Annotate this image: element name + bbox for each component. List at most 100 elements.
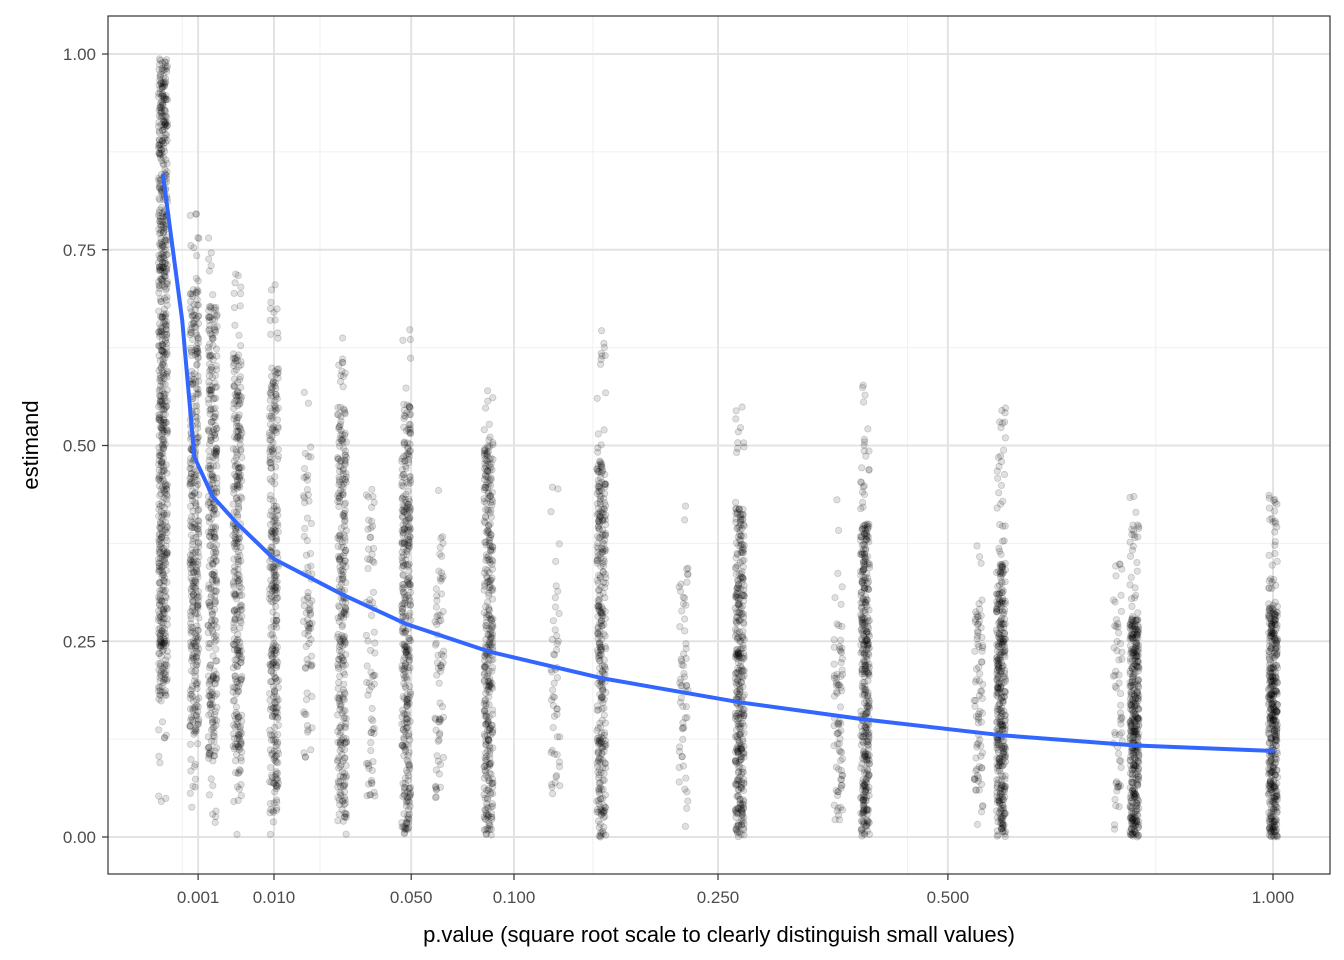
data-point — [436, 718, 444, 726]
data-point — [163, 550, 171, 558]
data-point — [403, 500, 412, 508]
data-point — [160, 254, 168, 262]
data-point — [337, 612, 346, 620]
data-point — [162, 485, 170, 493]
data-point — [977, 687, 985, 695]
data-point — [404, 772, 413, 780]
data-point — [160, 548, 168, 556]
data-point — [274, 759, 282, 767]
data-point — [552, 557, 560, 566]
data-point — [159, 586, 167, 594]
data-point — [160, 639, 168, 647]
data-point — [972, 754, 980, 762]
data-point — [857, 764, 865, 772]
data-point — [158, 573, 166, 581]
data-point — [157, 392, 165, 401]
data-point — [486, 630, 494, 638]
data-point — [160, 305, 168, 313]
data-point — [398, 465, 406, 473]
data-point — [156, 320, 164, 328]
data-point — [161, 350, 170, 359]
data-point — [158, 137, 167, 145]
data-point — [482, 449, 490, 458]
data-point — [159, 313, 167, 321]
data-point — [161, 106, 169, 114]
data-point — [190, 584, 198, 592]
data-point — [681, 627, 689, 635]
data-point — [161, 691, 169, 699]
data-point — [483, 660, 491, 668]
data-point — [158, 627, 166, 635]
data-point — [551, 594, 559, 602]
data-point — [161, 259, 169, 267]
data-point — [191, 498, 199, 506]
data-point — [234, 548, 242, 556]
data-point — [858, 464, 866, 472]
data-point — [156, 56, 164, 65]
data-point — [191, 760, 199, 769]
data-point — [158, 533, 166, 541]
data-point — [161, 94, 169, 102]
data-point — [271, 526, 279, 535]
data-point — [156, 451, 164, 459]
data-point — [210, 447, 218, 455]
data-point — [156, 241, 164, 249]
data-point — [270, 689, 278, 698]
data-point — [858, 809, 867, 817]
data-point — [682, 774, 690, 782]
data-point — [160, 369, 168, 377]
data-point — [163, 500, 171, 508]
data-point — [212, 410, 220, 418]
data-point — [207, 249, 215, 257]
data-point — [161, 554, 169, 562]
data-point — [160, 122, 168, 131]
data-point — [158, 627, 166, 635]
data-point — [160, 78, 168, 87]
data-point — [156, 377, 164, 385]
data-point — [159, 664, 167, 673]
data-point — [156, 610, 164, 618]
data-point — [732, 415, 740, 423]
data-point — [160, 551, 168, 560]
data-point — [158, 137, 166, 145]
data-point — [155, 601, 164, 609]
data-point — [156, 206, 164, 214]
data-point — [602, 831, 610, 839]
data-point — [273, 507, 281, 515]
data-point — [486, 744, 494, 752]
data-point — [340, 745, 349, 754]
data-point — [230, 383, 238, 391]
data-point — [341, 516, 349, 524]
data-point — [598, 531, 606, 540]
data-point — [158, 566, 166, 575]
data-point — [191, 610, 199, 618]
data-point — [205, 385, 214, 393]
data-point — [236, 373, 244, 381]
data-point — [159, 160, 167, 168]
data-point — [398, 495, 406, 503]
data-point — [156, 423, 164, 431]
data-point — [160, 609, 168, 618]
data-point — [163, 529, 171, 537]
data-point — [156, 554, 165, 563]
data-point — [156, 154, 165, 162]
data-point — [483, 794, 491, 802]
data-point — [837, 775, 846, 784]
data-point — [858, 498, 867, 506]
data-point — [486, 760, 494, 769]
data-point — [213, 487, 221, 495]
data-point — [160, 263, 168, 272]
data-point — [548, 686, 557, 694]
data-point — [156, 543, 164, 551]
data-point — [157, 364, 165, 372]
data-point — [162, 343, 170, 352]
data-point — [161, 534, 169, 542]
data-point — [159, 153, 167, 161]
data-point — [155, 616, 163, 625]
data-point — [157, 459, 165, 467]
data-point — [594, 796, 603, 805]
data-point — [163, 675, 171, 683]
data-point — [595, 519, 604, 527]
data-point — [155, 194, 163, 202]
data-point — [274, 404, 282, 412]
